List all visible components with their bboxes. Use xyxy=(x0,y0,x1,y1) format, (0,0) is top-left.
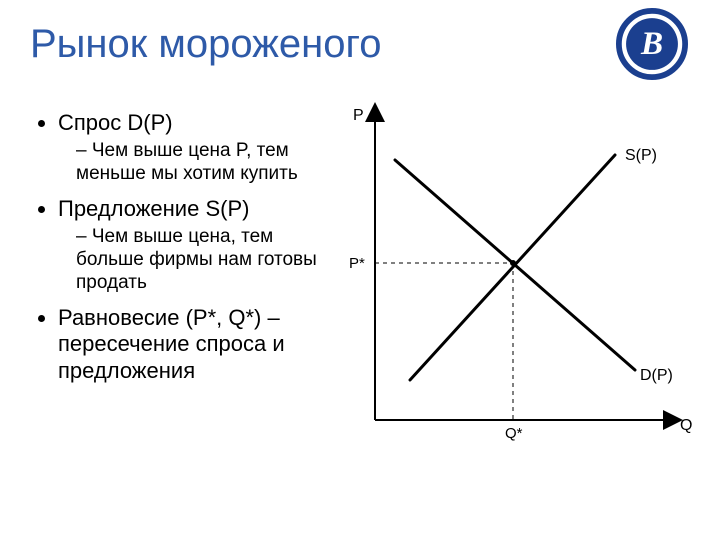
chart-label-p: P xyxy=(353,107,364,124)
bullet-demand-sub: Чем выше цена P, тем меньше мы хотим куп… xyxy=(76,140,330,186)
bullet-supply: Предложение S(P) Чем выше цена, тем боль… xyxy=(58,196,330,295)
equilibrium-point xyxy=(510,260,516,266)
chart-label-q: Q xyxy=(680,417,692,434)
supply-demand-chart: P Q P* Q* S(P) D(P) xyxy=(335,100,705,480)
hse-logo: В xyxy=(616,8,688,80)
bullet-supply-sub: Чем выше цена, тем больше фирмы нам гото… xyxy=(76,226,330,294)
bullet-demand: Спрос D(P) Чем выше цена P, тем меньше м… xyxy=(58,110,330,186)
chart-label-sp: S(P) xyxy=(625,147,657,164)
bullet-equilibrium: Равновесие (P*, Q*) – пересечение спроса… xyxy=(58,305,330,384)
bullet-list: Спрос D(P) Чем выше цена P, тем меньше м… xyxy=(30,110,330,390)
chart-label-qstar: Q* xyxy=(505,425,523,442)
chart-label-pstar: P* xyxy=(349,255,365,272)
svg-text:В: В xyxy=(640,25,663,62)
bullet-supply-text: Предложение S(P) xyxy=(58,196,249,221)
chart-label-dp: D(P) xyxy=(640,367,673,384)
page-title: Рынок мороженого xyxy=(30,22,381,67)
bullet-demand-text: Спрос D(P) xyxy=(58,110,173,135)
